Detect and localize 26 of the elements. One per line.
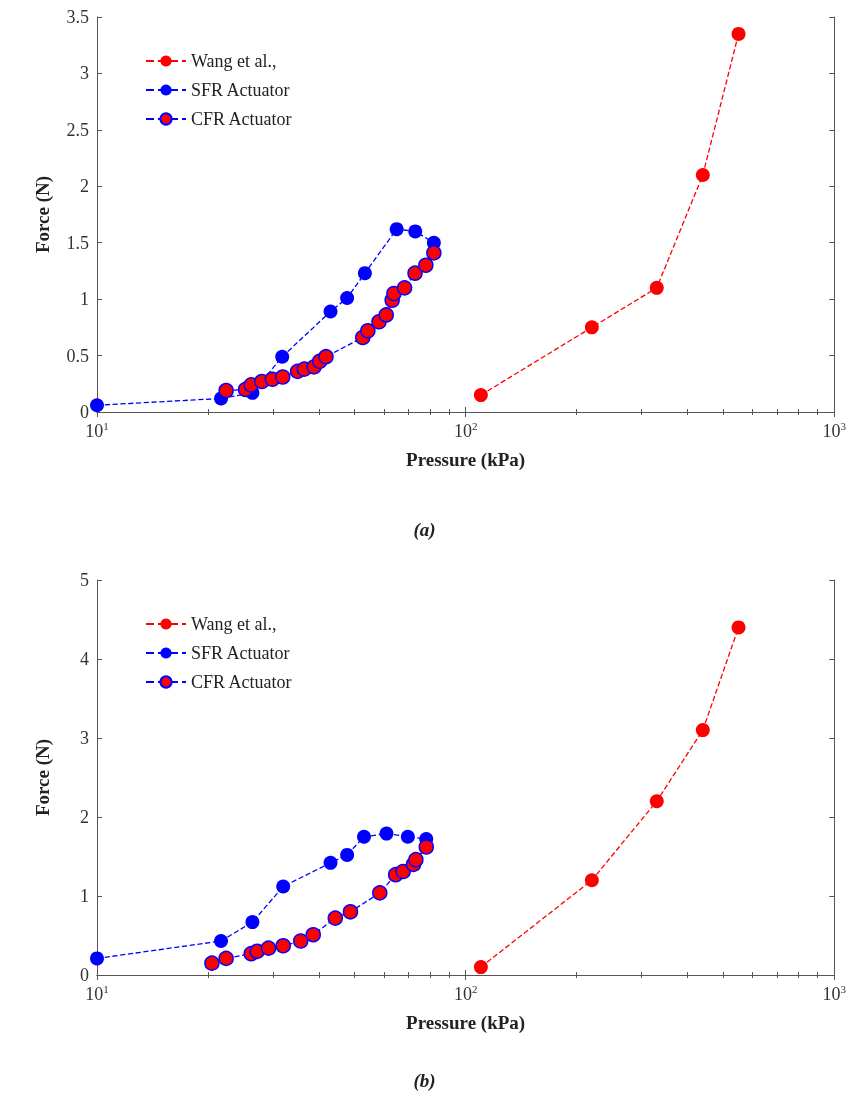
text: (b): [413, 1070, 436, 1092]
y-tick-label: 0: [80, 402, 89, 422]
y-tick-label: 4: [80, 649, 89, 669]
y-tick-label: 3.5: [66, 7, 89, 27]
legend-label: Wang et al.,: [191, 614, 277, 634]
legend-label: CFR Actuator: [191, 109, 292, 129]
legend-label: SFR Actuator: [191, 80, 290, 100]
y-tick-label: 1.5: [66, 232, 89, 253]
y-tick-label: 5: [80, 570, 89, 590]
x-axis-title: Pressure (kPa): [406, 449, 526, 471]
y-tick-label: 0.5: [66, 345, 89, 366]
x-axis-title: Pressure (kPa): [406, 1012, 526, 1034]
legend-label: CFR Actuator: [191, 672, 292, 692]
y-tick-label: 3: [80, 63, 89, 84]
y-axis-title: Force (N): [32, 175, 54, 254]
y-axis-title: Force (N): [32, 738, 54, 817]
legend-label: Wang et al.,: [191, 51, 277, 71]
y-tick-label: 1: [80, 289, 89, 310]
y-tick-label: 2: [80, 176, 89, 197]
y-tick-label: 3: [80, 728, 89, 748]
y-tick-label: 1: [80, 886, 89, 906]
y-tick-label: 2.5: [66, 119, 89, 140]
legend-label: SFR Actuator: [191, 643, 290, 663]
y-tick-label: 0: [80, 965, 89, 985]
y-tick-label: 2: [80, 807, 89, 827]
text: (a): [413, 519, 436, 541]
